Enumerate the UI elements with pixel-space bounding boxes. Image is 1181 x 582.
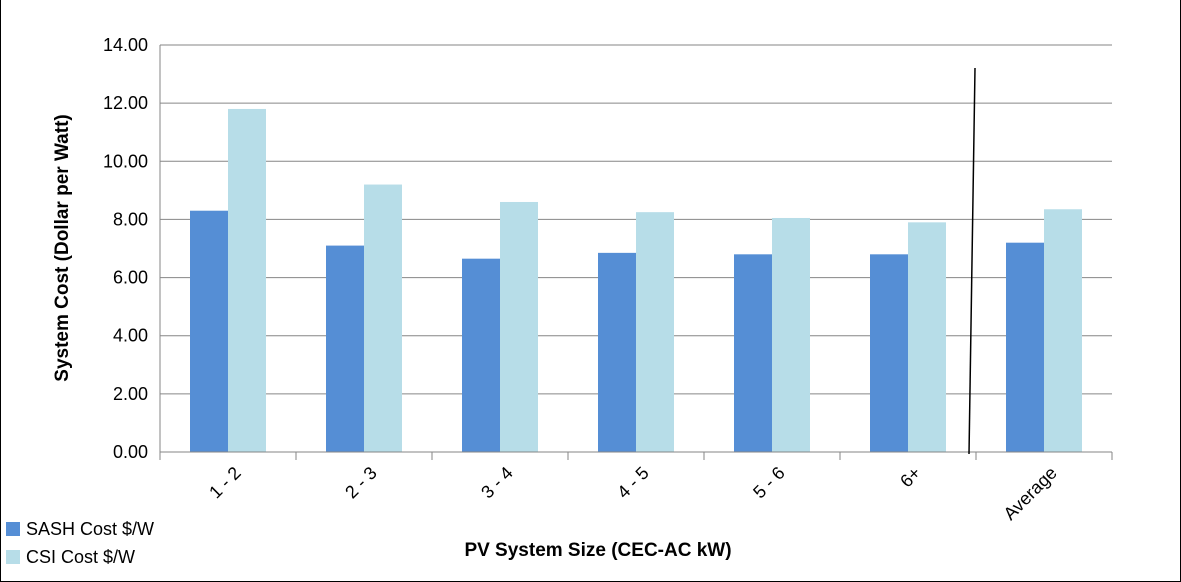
- bar-csi-5: [908, 222, 946, 452]
- bars: [190, 108, 1082, 453]
- legend-swatch-csi: [6, 550, 20, 564]
- x-tick-label: 6+: [896, 463, 925, 492]
- x-tick-label: Average: [1000, 463, 1061, 524]
- x-tick-label: 1 - 2: [205, 463, 245, 503]
- legend-label-sash: SASH Cost $/W: [26, 519, 154, 539]
- bar-sash-3: [598, 252, 636, 452]
- x-tick-label: 4 - 5: [613, 463, 653, 503]
- bar-csi-4: [772, 217, 810, 452]
- axes: [159, 45, 1113, 460]
- y-tick-label: 12.00: [103, 93, 148, 113]
- y-tick-label: 10.00: [103, 151, 148, 171]
- bar-sash-6: [1006, 242, 1044, 452]
- x-axis-title: PV System Size (CEC-AC kW): [464, 540, 731, 561]
- y-tick-label: 2.00: [113, 384, 148, 404]
- y-tick-label: 6.00: [113, 268, 148, 288]
- y-tick-labels: 0.00 2.00 4.00 6.00 8.00 10.00 12.00 14.00: [103, 35, 148, 462]
- bar-sash-4: [734, 254, 772, 452]
- y-tick-label: 8.00: [113, 209, 148, 229]
- bar-csi-1: [364, 184, 402, 453]
- average-divider-line: [968, 67, 976, 455]
- legend-swatch-sash: [6, 522, 20, 536]
- bar-sash-1: [326, 245, 364, 452]
- y-tick-label: 14.00: [103, 35, 148, 55]
- bar-csi-2: [500, 201, 538, 452]
- y-tick-label: 4.00: [113, 326, 148, 346]
- x-tick-label: 2 - 3: [341, 463, 381, 503]
- bar-csi-3: [636, 212, 674, 452]
- x-tick-label: 5 - 6: [749, 463, 789, 503]
- x-tick-label: 3 - 4: [477, 463, 517, 503]
- bar-csi-0: [228, 108, 266, 452]
- bar-sash-0: [190, 210, 228, 452]
- y-tick-label: 0.00: [113, 442, 148, 462]
- bar-sash-2: [462, 258, 500, 452]
- y-axis-title: System Cost (Dollar per Watt): [52, 114, 73, 381]
- bar-csi-6: [1044, 209, 1082, 452]
- legend-label-csi: CSI Cost $/W: [26, 547, 135, 567]
- bar-sash-5: [870, 254, 908, 452]
- x-tick-labels: 1 - 2 2 - 3 3 - 4 4 - 5 5 - 6 6+ Average: [205, 463, 1061, 524]
- legend: SASH Cost $/W CSI Cost $/W: [6, 519, 154, 567]
